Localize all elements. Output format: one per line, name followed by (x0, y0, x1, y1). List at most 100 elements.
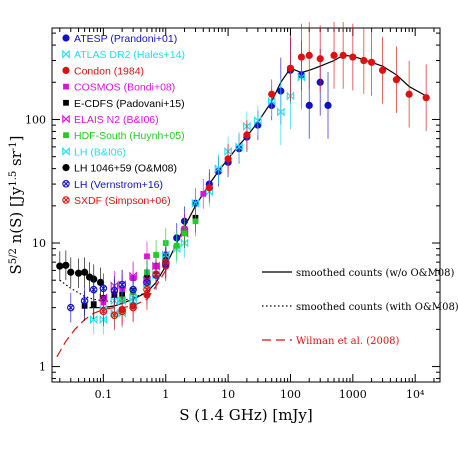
legend-label: ATESP (Prandoni+01) (74, 33, 177, 45)
data-point (129, 271, 137, 281)
plot-frame (51, 27, 441, 383)
legend: ATESP (Prandoni+01) ATLAS DR2 (Hales+14) C… (62, 33, 185, 207)
data-point (181, 230, 188, 237)
legend-marker (63, 132, 69, 139)
legend-label: SXDF (Simpson+06) (74, 195, 171, 207)
data-point (129, 303, 137, 312)
legend-marker (62, 164, 70, 172)
data-point (118, 307, 126, 316)
data-point (243, 121, 251, 131)
data-point (99, 315, 108, 325)
data-point (235, 142, 243, 152)
data-points (56, 22, 430, 335)
legend-marker (63, 83, 69, 90)
data-point (224, 147, 232, 157)
data-point (267, 96, 276, 106)
data-point (305, 101, 313, 109)
legend-label: COSMOS (Bondi+08) (74, 82, 175, 94)
data-point (62, 261, 70, 269)
legend-label: LH 1046+59 (O&M08) (74, 163, 177, 175)
y-tick-label: 100 (25, 113, 46, 126)
data-point (277, 107, 285, 117)
legend-marker (62, 114, 70, 124)
data-point (80, 297, 89, 305)
data-point (422, 94, 430, 102)
data-point (129, 285, 137, 294)
legend-label: ATLAS DR2 (Hales+14) (74, 49, 185, 61)
legend-marker (62, 49, 70, 59)
legend-label: LH (B&I06) (74, 146, 126, 158)
data-point (254, 116, 262, 126)
line-legend: smoothed counts (w/o O&M08) smoothed coun… (262, 268, 458, 347)
data-point (192, 218, 199, 225)
data-point (110, 281, 119, 291)
line-legend-label: smoothed counts (w/o O&M08) (296, 268, 455, 279)
data-point (110, 287, 119, 295)
data-point (360, 56, 368, 65)
legend-label: LH (Vernstrom+16) (74, 179, 163, 191)
data-point (152, 270, 160, 278)
data-point (110, 311, 119, 320)
data-point (205, 184, 213, 192)
data-point (81, 268, 89, 276)
data-point (144, 253, 150, 260)
tick-labels: 0.1 1 10 100 1000 10⁴ 1 10 100 (25, 113, 425, 401)
x-tick-label: 10⁴ (406, 388, 425, 401)
y-tick-label: 1 (39, 361, 46, 374)
data-point (324, 101, 332, 109)
legend-marker (62, 34, 70, 42)
data-point (297, 53, 306, 61)
data-point (392, 76, 401, 84)
data-point (349, 53, 357, 61)
legend-marker (62, 196, 70, 204)
data-point (224, 155, 232, 163)
data-point (153, 252, 159, 258)
line-legend-label: Wilman et al. (2008) (296, 336, 400, 347)
y-tick-label: 10 (32, 237, 46, 250)
data-point (99, 284, 108, 293)
data-point (339, 51, 347, 60)
data-point (367, 58, 376, 66)
x-tick-label: 100 (280, 388, 301, 401)
data-point (268, 90, 276, 98)
data-point (161, 250, 170, 260)
data-point (180, 238, 189, 248)
line-legend-label: smoothed counts (with O&M08) (296, 302, 458, 313)
legend-marker (62, 66, 70, 74)
legend-marker (62, 180, 70, 188)
data-point (172, 244, 181, 254)
data-point (129, 293, 137, 303)
x-tick-label: 0.1 (95, 388, 113, 401)
x-tick-label: 1000 (339, 388, 367, 401)
legend-marker (63, 99, 69, 106)
data-point (316, 55, 324, 63)
data-point (56, 262, 64, 270)
legend-label: Condon (1984) (74, 65, 144, 77)
data-point (89, 285, 98, 294)
data-point (67, 268, 75, 276)
data-point (191, 198, 200, 208)
data-point (305, 51, 313, 60)
data-point (110, 296, 119, 306)
x-tick-label: 10 (221, 388, 235, 401)
data-point (297, 72, 306, 82)
data-point (243, 131, 251, 139)
y-axis-title: S5/2 n(S) [Jy1.5 sr-1] (7, 135, 25, 274)
data-point (161, 258, 170, 266)
data-point (74, 269, 83, 277)
data-point (200, 190, 207, 197)
data-point (143, 285, 151, 294)
legend-label: ELAIS N2 (B&I06) (74, 114, 159, 126)
data-point (118, 296, 126, 306)
data-point (405, 90, 413, 98)
data-point (118, 280, 126, 289)
data-point (214, 164, 223, 174)
legend-label: E-CDFS (Padovani+15) (74, 98, 185, 110)
legend-marker (62, 146, 70, 156)
data-point (99, 307, 108, 316)
data-point (89, 315, 98, 325)
data-point (67, 303, 75, 312)
data-point (96, 278, 105, 286)
data-point (286, 64, 295, 72)
